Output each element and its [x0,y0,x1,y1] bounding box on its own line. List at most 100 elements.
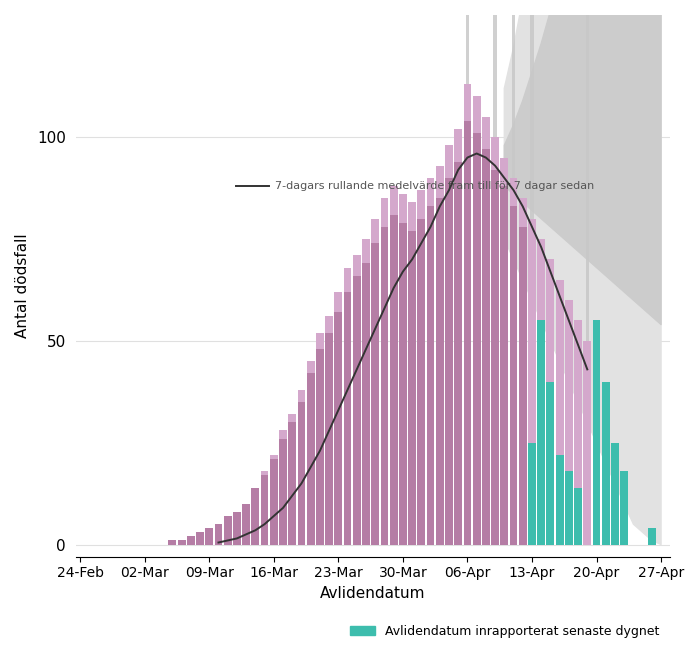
Bar [538,320,545,545]
Bar [298,402,305,545]
Bar [417,218,425,545]
Bar [463,84,471,545]
Bar [316,349,324,545]
Bar [454,129,462,545]
Bar [288,422,296,545]
Bar [491,137,499,545]
Bar [482,117,490,545]
Bar [307,374,314,545]
Bar [205,528,214,545]
Bar [362,239,370,545]
Bar [169,540,176,545]
Bar [214,524,223,545]
Bar [224,516,232,545]
Bar [574,488,582,545]
Bar [353,276,360,545]
Bar [279,430,287,545]
Bar [362,264,370,545]
Bar [426,178,435,545]
Bar [417,190,425,545]
Bar [326,316,333,545]
Bar [178,540,186,545]
Bar [260,476,269,545]
Bar [510,178,517,545]
Bar [500,158,508,545]
Bar [556,455,564,545]
Bar [353,255,360,545]
Bar [298,390,305,545]
Bar [556,280,564,545]
Bar [565,472,573,545]
Legend: Avlidendatum inrapporterat senaste dygnet: Avlidendatum inrapporterat senaste dygne… [344,619,664,643]
Bar [187,536,195,545]
Bar [466,0,469,545]
Bar [565,300,573,545]
Bar [224,516,232,545]
Bar [233,512,241,545]
Bar [528,443,536,545]
Bar [371,243,379,545]
Bar [390,214,398,545]
Bar [473,133,481,545]
Bar [390,186,398,545]
Bar [279,439,287,545]
Bar [528,218,536,545]
Bar [307,361,314,545]
Bar [326,333,333,545]
Bar [538,239,545,545]
Bar [454,162,462,545]
Bar [611,443,619,545]
Y-axis label: Antal dödsfall: Antal dödsfall [15,234,30,338]
Bar [187,536,195,545]
Bar [445,178,453,545]
Bar [316,333,324,545]
Bar [482,149,490,545]
Bar [381,227,388,545]
Bar [242,503,250,545]
Bar [463,121,471,545]
Bar [510,206,517,545]
Bar [473,97,481,545]
Bar [335,312,342,545]
Bar [270,459,278,545]
Bar [445,145,453,545]
Bar [512,0,515,545]
Bar [178,540,186,545]
Bar [344,292,351,545]
Bar [399,222,407,545]
Bar [648,528,656,545]
Bar [491,170,499,545]
Bar [547,259,554,545]
Bar [196,532,204,545]
Bar [408,231,416,545]
Bar [251,488,259,545]
Bar [233,512,241,545]
Bar [260,472,269,545]
Bar [205,528,214,545]
Bar [583,341,592,545]
Bar [169,540,176,545]
Bar [408,202,416,545]
Bar [586,0,589,545]
Bar [242,503,250,545]
Bar [270,455,278,545]
Bar [593,320,601,545]
Bar [494,0,497,545]
Bar [602,382,610,545]
Bar [519,227,526,545]
Bar [620,472,628,545]
Bar [214,524,223,545]
Bar [344,268,351,545]
Bar [196,532,204,545]
Bar [500,186,508,545]
Bar [371,218,379,545]
Bar [436,198,444,545]
Bar [436,166,444,545]
X-axis label: Avlidendatum: Avlidendatum [320,586,426,601]
Bar [335,292,342,545]
Text: 7-dagars rullande medelvärde fram till för 7 dagar sedan: 7-dagars rullande medelvärde fram till f… [275,180,594,190]
Bar [288,414,296,545]
Bar [547,382,554,545]
Bar [426,206,435,545]
Bar [381,198,388,545]
